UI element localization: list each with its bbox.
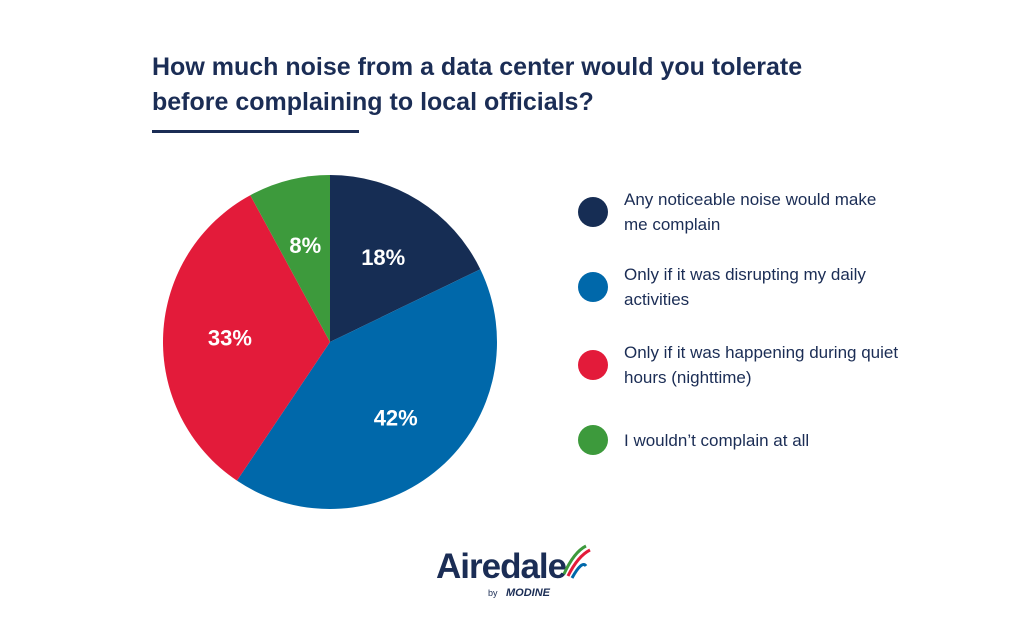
legend-item: I wouldn’t complain at all (578, 425, 904, 455)
legend-label: Only if it was happening during quiet ho… (624, 343, 899, 387)
legend-swatch (578, 272, 608, 302)
legend-swatch (578, 350, 608, 380)
pie-slice (236, 269, 498, 510)
svg-text:Airedale: Airedale (436, 547, 567, 586)
legend-item: Only if it was happening during quiet ho… (578, 340, 904, 390)
pie-slice (330, 175, 481, 342)
airedale-logo: Airedale by MODINE (436, 544, 591, 599)
title-underline (152, 130, 359, 133)
chart-title: How much noise from a data center would … (152, 53, 803, 116)
legend-label: Only if it was disrupting my daily activ… (624, 265, 866, 309)
legend-swatch (578, 197, 608, 227)
pie-slice (250, 175, 330, 342)
legend-label: I wouldn’t complain at all (624, 430, 810, 450)
legend-label: Any noticeable noise would make me compl… (624, 190, 877, 234)
legend-item: Only if it was disrupting my daily activ… (578, 262, 904, 312)
svg-text:MODINE: MODINE (506, 587, 551, 599)
legend-swatch (578, 425, 608, 455)
pie-slice (163, 195, 330, 481)
slice-label: 18% (361, 245, 405, 270)
legend-item: Any noticeable noise would make me compl… (578, 187, 904, 237)
slice-label: 42% (374, 406, 418, 431)
slice-label: 33% (208, 325, 252, 350)
slice-label: 8% (289, 233, 321, 258)
svg-text:by: by (488, 588, 498, 598)
